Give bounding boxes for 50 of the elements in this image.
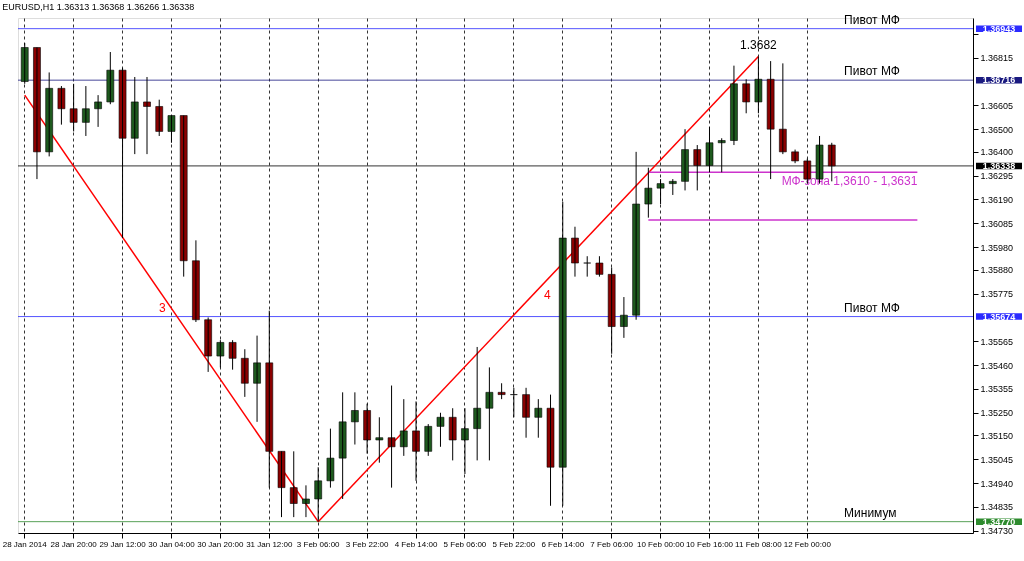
x-tick-label: 4 Feb 14:00 [394,539,438,549]
y-tick-label: 1.36295 [980,171,1014,182]
y-tick-label: 1.36605 [980,100,1014,111]
y-tick-label: 1.36085 [980,218,1014,229]
x-tick-label: 5 Feb 22:00 [492,539,536,549]
y-tick-label: 1.35775 [980,289,1014,300]
series-label: 4 [543,288,551,303]
x-tick-label: 30 Jan 04:00 [148,539,196,549]
annotation: Пивот МФ [844,64,900,79]
y-tick-label: 1.36190 [980,195,1014,205]
x-tick-label: 10 Feb 00:00 [637,539,685,549]
y-tick-label: 1.35250 [980,408,1014,419]
x-tick-label: 3 Feb 06:00 [296,539,341,549]
x-tick-label: 5 Feb 06:00 [443,539,487,549]
y-tick-label: 1.35150 [980,430,1014,441]
y-tick-label: 1.36500 [980,124,1014,135]
x-tick-label: 12 Feb 00:00 [783,539,832,549]
x-tick-label: 28 Jan 2014 [2,539,48,549]
x-tick-label: 6 Feb 14:00 [541,539,585,549]
ref-line-label: 1.35674 [982,311,1016,322]
y-tick-label: 1.34835 [980,502,1014,513]
y-tick-label: 1.35565 [980,336,1014,347]
y-tick-label: 1.36815 [980,53,1014,64]
x-tick-label: 28 Jan 20:00 [50,539,98,549]
x-tick-label: 10 Feb 16:00 [685,539,734,549]
y-tick-label: 1.35460 [980,360,1014,371]
data-label: 1.3682 [740,37,778,52]
ref-line-label: 1.36716 [982,75,1016,86]
series-label: 3 [159,301,167,316]
y-tick-label: 1.34730 [980,526,1014,537]
ref-line-label: 1.36338 [982,160,1016,171]
x-tick-label: 7 Feb 06:00 [590,539,634,549]
series-label: МФ-зона 1,3610 - 1,3631 [781,174,918,189]
ref-line-label: 1.34770 [982,516,1016,527]
x-tick-label: 11 Feb 08:00 [735,539,783,549]
y-tick-label: 1.35980 [980,242,1014,253]
chart-title: EURUSD,H1 1.36313 1.36368 1.36266 1.36338 [2,1,195,12]
annotation: Минимум [844,505,897,520]
y-tick-label: 1.34940 [980,478,1014,489]
y-tick-label: 1.35355 [980,384,1014,395]
x-tick-label: 29 Jan 12:00 [99,539,147,549]
annotation: Пивот МФ [844,12,900,27]
x-tick-label: 30 Jan 20:00 [197,539,245,549]
x-tick-label: 3 Feb 22:00 [345,539,390,549]
ref-line-label: 1.36943 [982,23,1016,34]
x-tick-label: 31 Jan 12:00 [246,539,293,549]
y-tick-label: 1.35880 [980,265,1014,276]
y-tick-label: 1.36400 [980,147,1014,158]
annotation: Пивот МФ [844,300,900,315]
y-tick-label: 1.35045 [980,454,1014,465]
